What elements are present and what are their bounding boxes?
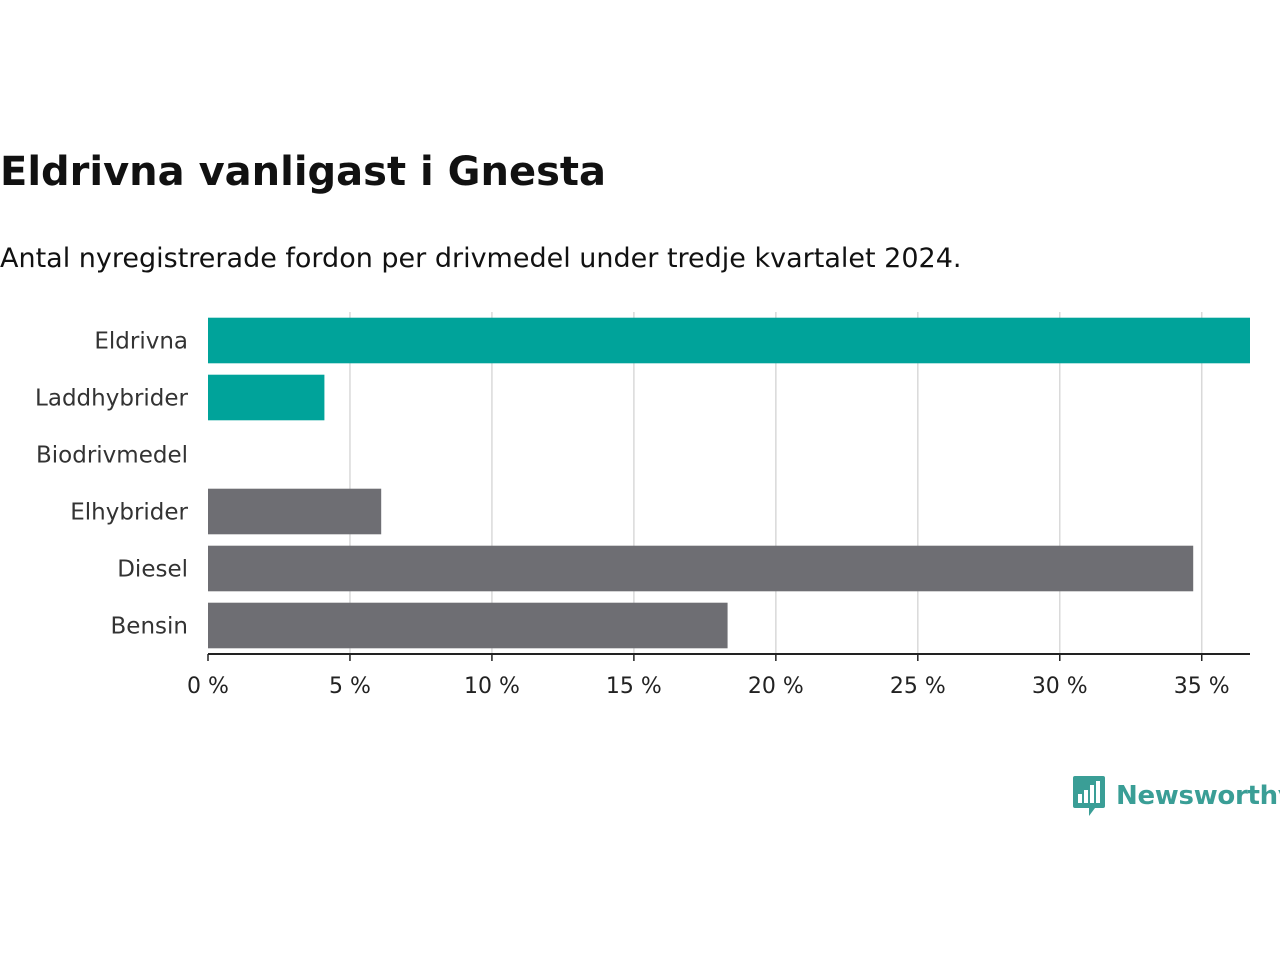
bar-laddhybrider xyxy=(208,374,325,421)
x-tick-label: 10 % xyxy=(464,674,520,699)
x-tick-label: 0 % xyxy=(187,674,229,699)
x-tick-label: 5 % xyxy=(329,674,371,699)
x-tick-label: 25 % xyxy=(890,674,946,699)
x-tick-label: 20 % xyxy=(748,674,804,699)
category-label: Bensin xyxy=(111,614,188,640)
x-tick-label: 35 % xyxy=(1174,674,1230,699)
category-label: Diesel xyxy=(117,557,188,583)
bar-chart: Eldrivna Laddhybrider Biodrivmedel Elhybrid… xyxy=(35,312,1250,699)
category-label: Eldrivna xyxy=(94,329,188,355)
bar-bensin xyxy=(208,602,728,649)
newsworthy-chart-bubble-icon xyxy=(1073,776,1105,816)
newsworthy-logo: Newsworthy xyxy=(1072,774,1280,818)
x-tick-label: 30 % xyxy=(1032,674,1088,699)
category-label: Elhybrider xyxy=(70,500,188,526)
bar-diesel xyxy=(208,545,1194,592)
category-labels: Eldrivna Laddhybrider Biodrivmedel Elhybrid… xyxy=(35,329,188,640)
bar-elhybrider xyxy=(208,488,382,535)
bar-eldrivna xyxy=(208,317,1250,364)
gridlines xyxy=(349,312,1203,654)
category-label: Biodrivmedel xyxy=(36,443,188,469)
x-tick-label: 15 % xyxy=(606,674,662,699)
chart-subtitle: Antal nyregistrerade fordon per drivmede… xyxy=(0,243,962,274)
category-label: Laddhybrider xyxy=(35,386,188,412)
x-axis: 0 % 5 % 10 % 15 % 20 % 25 % 30 % 35 % xyxy=(187,653,1250,699)
logo-text: Newsworthy xyxy=(1116,781,1280,811)
bars xyxy=(208,317,1250,649)
chart-title: Eldrivna vanligast i Gnesta xyxy=(0,149,607,195)
